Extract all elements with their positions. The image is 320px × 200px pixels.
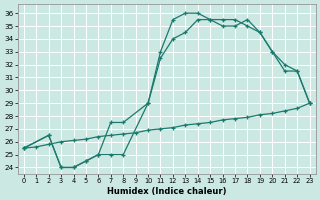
- X-axis label: Humidex (Indice chaleur): Humidex (Indice chaleur): [107, 187, 227, 196]
